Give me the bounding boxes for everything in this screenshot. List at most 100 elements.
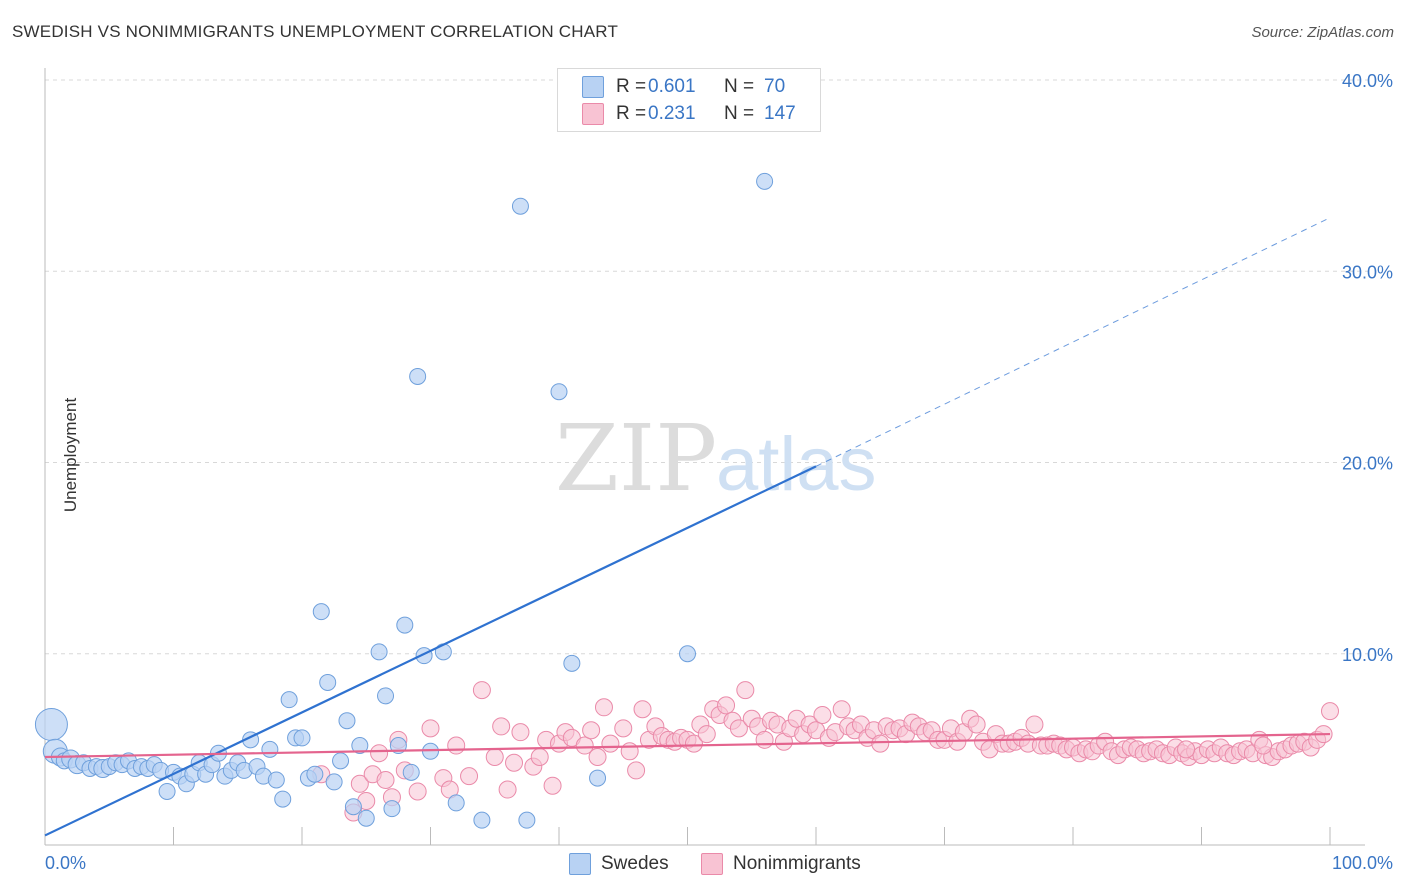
swedes-point: [589, 769, 607, 787]
bottom-legend-nonimmigrants: Nonimmigrants: [701, 852, 861, 876]
nonimmigrants-point: [736, 681, 755, 700]
chart-title: SWEDISH VS NONIMMIGRANTS UNEMPLOYMENT CO…: [12, 22, 619, 41]
nonimmigrants-point: [620, 742, 639, 761]
nonimmigrants-point: [511, 723, 530, 742]
bottom-legend-label-swedes: Swedes: [601, 853, 669, 874]
y-tick-label: 10.0%: [1342, 645, 1393, 665]
nonimmigrants-point: [370, 744, 389, 763]
swedes-point: [158, 782, 176, 800]
nonimmigrants-points: [312, 681, 1339, 822]
swedes-point: [274, 790, 292, 808]
nonimmigrants-point: [472, 681, 491, 700]
bottom-legend-swedes: Swedes: [569, 852, 669, 876]
swedes-point: [396, 616, 414, 634]
nonimmigrants-point: [460, 767, 479, 786]
nonimmigrants-point: [498, 780, 517, 799]
watermark-atlas: atlas: [716, 422, 877, 507]
swedes-point: [280, 691, 298, 709]
nonimmigrants-point: [1177, 740, 1196, 759]
nonimmigrants-point: [832, 700, 851, 719]
nonimmigrants-point: [627, 761, 646, 780]
legend-n-label: N =: [724, 76, 755, 97]
nonimmigrants-point: [967, 715, 986, 734]
y-tick-label: 40.0%: [1342, 71, 1393, 91]
bottom-legend-label-nonimmigrants: Nonimmigrants: [733, 853, 861, 874]
nonimmigrants-point: [614, 719, 633, 738]
nonimmigrants-point: [543, 776, 562, 795]
swedes-point: [267, 771, 285, 789]
swedes-point: [293, 729, 311, 747]
legend-n-value: 70: [764, 76, 786, 97]
nonimmigrants-point: [717, 696, 736, 715]
nonimmigrants-point: [684, 734, 703, 753]
legend-n-label: N =: [724, 103, 755, 124]
nonimmigrants-point: [582, 721, 601, 740]
nonimmigrants-point: [697, 725, 716, 744]
swedes-point: [332, 752, 350, 770]
nonimmigrants-point: [755, 730, 774, 749]
nonimmigrants-point: [1254, 736, 1273, 755]
y-tick-label: 20.0%: [1342, 454, 1393, 474]
swedes-point: [377, 687, 395, 705]
swedes-point: [306, 765, 324, 783]
legend-swatch-nonimmigrants: [582, 103, 604, 125]
swedes-point: [261, 740, 279, 758]
nonimmigrants-point: [633, 700, 652, 719]
swedes-point: [402, 763, 420, 781]
nonimmigrants-point: [871, 734, 890, 753]
nonimmigrants-point: [594, 698, 613, 717]
swedes-point: [34, 708, 68, 742]
swedes-point: [357, 809, 375, 827]
swedes-trend-extension: [815, 217, 1331, 467]
trend-layer: [44, 217, 1331, 837]
nonimmigrants-trend-line: [44, 732, 1331, 759]
swedes-point: [511, 197, 529, 215]
legend-n-value: 147: [764, 103, 796, 124]
nonimmigrants-point: [447, 736, 466, 755]
bottom-legend-swatch-swedes: [569, 853, 591, 875]
swedes-trend-line: [44, 465, 817, 837]
legend-swatch-swedes: [582, 76, 604, 98]
legend-r-value: 0.601: [648, 76, 696, 97]
correlation-legend: R = 0.601 N = 70 R = 0.231 N = 147: [557, 68, 821, 132]
nonimmigrants-point: [408, 782, 427, 801]
nonimmigrants-point: [588, 748, 607, 767]
source-label: Source: ZipAtlas.com: [1251, 24, 1394, 41]
nonimmigrants-point: [1321, 702, 1339, 721]
nonimmigrants-point: [350, 774, 369, 793]
swedes-point: [351, 737, 369, 755]
swedes-point: [344, 798, 362, 816]
nonimmigrants-point: [421, 719, 440, 738]
swedes-point: [338, 712, 356, 730]
nonimmigrants-point: [505, 753, 524, 772]
swedes-point: [409, 367, 427, 385]
swedes-point: [325, 773, 343, 791]
nonimmigrants-point: [376, 770, 395, 789]
bottom-legend-swatch-nonimmigrants: [701, 853, 723, 875]
swedes-point: [473, 811, 491, 829]
grid-layer: [45, 79, 1368, 655]
x-tick-label: 0.0%: [45, 853, 86, 873]
swedes-point: [383, 800, 401, 818]
nonimmigrants-point: [813, 705, 832, 724]
swedes-point: [370, 643, 388, 661]
nonimmigrants-point: [601, 734, 620, 753]
nonimmigrants-point: [729, 719, 748, 738]
x-tick-label: 100.0%: [1332, 853, 1393, 873]
legend-r-value: 0.231: [648, 103, 696, 124]
nonimmigrants-point: [1025, 715, 1044, 734]
swedes-point: [312, 603, 330, 621]
swedes-point: [563, 654, 581, 672]
swedes-point: [319, 673, 337, 691]
legend-r-label: R =: [616, 103, 647, 124]
nonimmigrants-point: [492, 717, 511, 736]
nonimmigrants-point: [530, 748, 549, 767]
y-tick-label: 30.0%: [1342, 262, 1393, 282]
tick-labels: 10.0% 20.0% 30.0% 40.0% 0.0% 100.0%: [45, 71, 1393, 873]
watermark-zip: ZIP: [555, 405, 717, 512]
nonimmigrants-point: [575, 736, 594, 755]
y-axis-label: Unemployment: [61, 397, 81, 513]
swedes-point: [518, 811, 536, 829]
swedes-point: [756, 172, 774, 190]
